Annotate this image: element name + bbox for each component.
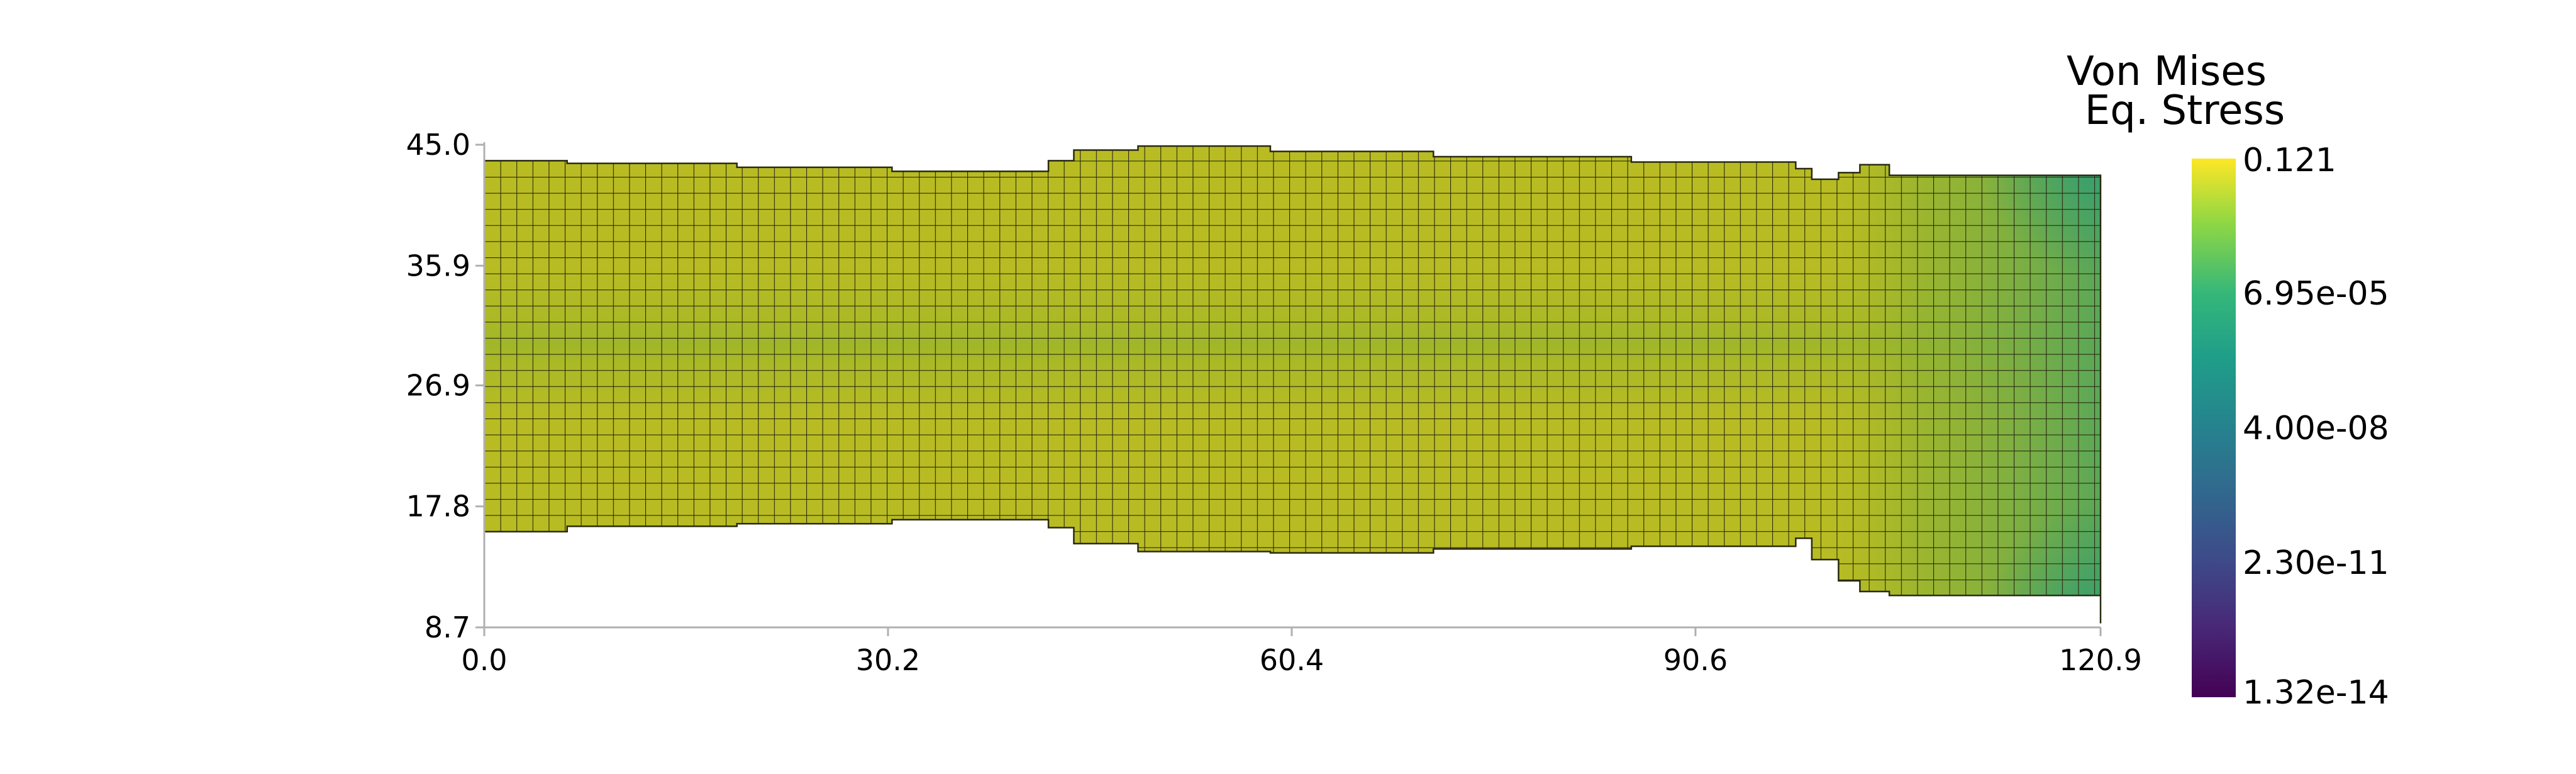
x-tick-label: 0.0: [461, 643, 507, 677]
colorbar-tick-labels: 0.121 6.95e-05 4.00e-08 2.30e-11 1.32e-14: [2243, 142, 2389, 712]
colorbar-gradient: [2192, 159, 2236, 697]
colorbar-title-line2: Eq. Stress: [2085, 87, 2285, 134]
x-tick-label: 120.9: [2059, 643, 2142, 677]
y-tick-label: 35.9: [406, 249, 470, 283]
colorbar-tick-label: 6.95e-05: [2243, 275, 2389, 313]
colorbar-tick-label: 1.32e-14: [2243, 674, 2389, 712]
x-tick-label: 60.4: [1260, 643, 1324, 677]
y-tick-label: 17.8: [406, 490, 470, 524]
axes: 0.0 30.2 60.4 90.6 120.9 8.7 17.8 26.9 35.9 45.0: [406, 128, 2142, 677]
x-tick-label: 90.6: [1663, 643, 1728, 677]
colorbar-tick-label: 4.00e-08: [2243, 410, 2389, 447]
mesh-outline: [483, 145, 2102, 624]
x-tick-label: 30.2: [856, 643, 920, 677]
mesh-grid-lines: [484, 146, 2101, 624]
y-tick-label: 8.7: [425, 610, 470, 644]
stress-mesh: [484, 146, 2101, 624]
colorbar-tick-label: 0.121: [2243, 142, 2336, 179]
colorbar: Von Mises Eq. Stress 0.121 6.95e-05 4.00e-…: [2067, 48, 2389, 712]
y-tick-label: 26.9: [406, 368, 470, 402]
colorbar-tick-label: 2.30e-11: [2243, 544, 2389, 582]
y-tick-label: 45.0: [406, 128, 470, 162]
colorbar-title-line1: Von Mises: [2067, 48, 2267, 95]
